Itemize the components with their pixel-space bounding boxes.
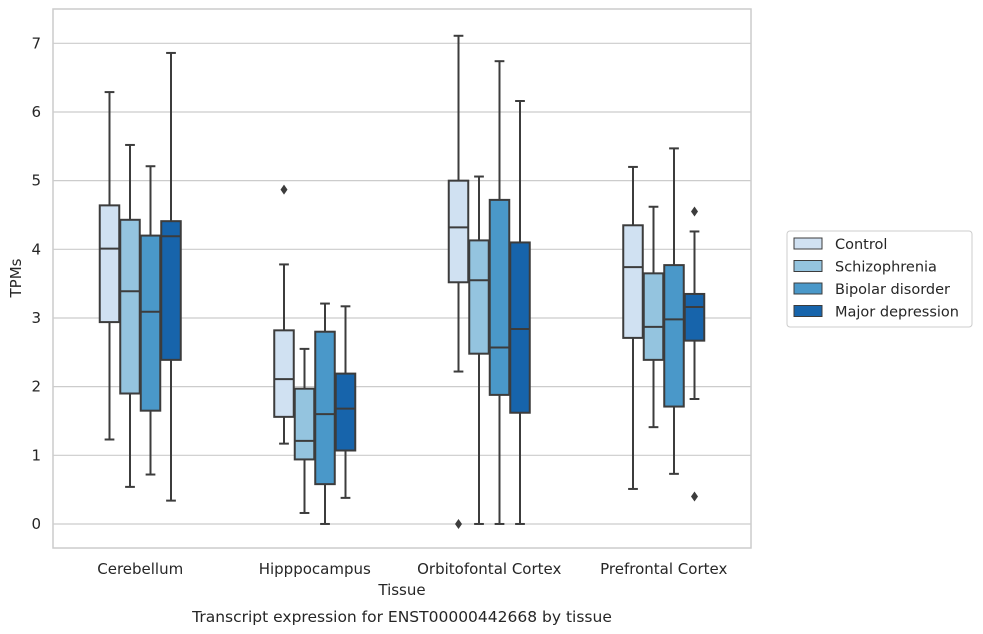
- box-control: [622, 165, 644, 490]
- box-iqr: [119, 218, 141, 395]
- chart-caption: Transcript expression for ENST0000044266…: [191, 608, 612, 626]
- legend-label: Bipolar disorder: [835, 282, 950, 298]
- plot-frame: [52, 8, 752, 549]
- box-iqr: [488, 198, 511, 396]
- outlier-point: [455, 518, 462, 529]
- y-tick-labels: 0 1 2 3 4 5 6 7: [31, 34, 41, 533]
- box-series: [98, 34, 706, 529]
- box-iqr: [139, 234, 162, 412]
- box-iqr: [160, 220, 182, 361]
- box-major-depression: [683, 206, 706, 502]
- box-bipolar-disorder: [663, 147, 685, 475]
- box-bipolar-disorder: [139, 165, 162, 476]
- box-iqr: [447, 179, 470, 284]
- y-tick-label: 6: [31, 103, 41, 121]
- box-major-depression: [160, 51, 182, 502]
- x-tick-label: Cerebellum: [97, 560, 183, 578]
- legend-swatch: [793, 260, 823, 272]
- box-schizophrenia: [468, 175, 490, 525]
- x-tick-label: Hipppocampus: [259, 560, 371, 578]
- outlier-point: [691, 491, 698, 502]
- outlier-point: [280, 184, 288, 195]
- legend-label: Control: [835, 237, 887, 253]
- box-iqr: [98, 204, 121, 324]
- legend-swatch: [793, 282, 823, 295]
- box-control: [447, 34, 470, 529]
- legend-label: Major depression: [835, 305, 959, 321]
- y-tick-label: 1: [31, 446, 41, 464]
- y-tick-label: 2: [31, 378, 41, 396]
- box-iqr: [663, 264, 685, 408]
- x-tick-labels: Cerebellum Hipppocampus Orbitofontal Corte…: [97, 560, 727, 578]
- x-tick-label: Orbitofontal Cortex: [417, 560, 561, 578]
- box-iqr: [622, 224, 644, 339]
- box-control: [98, 91, 121, 441]
- x-tick-label: Prefrontal Cortex: [600, 560, 727, 578]
- box-iqr: [683, 292, 706, 342]
- box-major-depression: [509, 100, 531, 525]
- legend-frame: [786, 230, 973, 328]
- box-iqr: [468, 239, 490, 355]
- box-iqr: [273, 329, 295, 418]
- box-schizophrenia: [642, 205, 665, 429]
- legend-swatch: [793, 305, 823, 317]
- box-control: [273, 184, 295, 445]
- y-tick-label: 5: [31, 172, 41, 190]
- box-bipolar-disorder: [488, 60, 511, 525]
- y-tick-label: 4: [31, 240, 41, 258]
- legend-swatch: [793, 237, 823, 250]
- legend-label: Schizophrenia: [835, 260, 937, 276]
- box-iqr: [509, 241, 531, 414]
- x-axis-title: Tissue: [377, 581, 425, 599]
- outlier-point: [691, 206, 698, 217]
- box-iqr: [314, 330, 336, 486]
- box-iqr: [293, 387, 316, 461]
- y-tick-label: 3: [31, 309, 41, 327]
- y-axis-title: TPMs: [7, 258, 25, 298]
- box-schizophrenia: [119, 143, 141, 488]
- box-bipolar-disorder: [314, 302, 336, 525]
- y-tick-label: 0: [31, 515, 41, 533]
- legend: Control Schizophrenia Bipolar disorder Majo…: [786, 230, 973, 328]
- box-iqr: [334, 372, 357, 452]
- y-tick-label: 7: [31, 34, 41, 52]
- box-schizophrenia: [293, 347, 316, 514]
- box-major-depression: [334, 305, 357, 499]
- box-iqr: [642, 272, 665, 361]
